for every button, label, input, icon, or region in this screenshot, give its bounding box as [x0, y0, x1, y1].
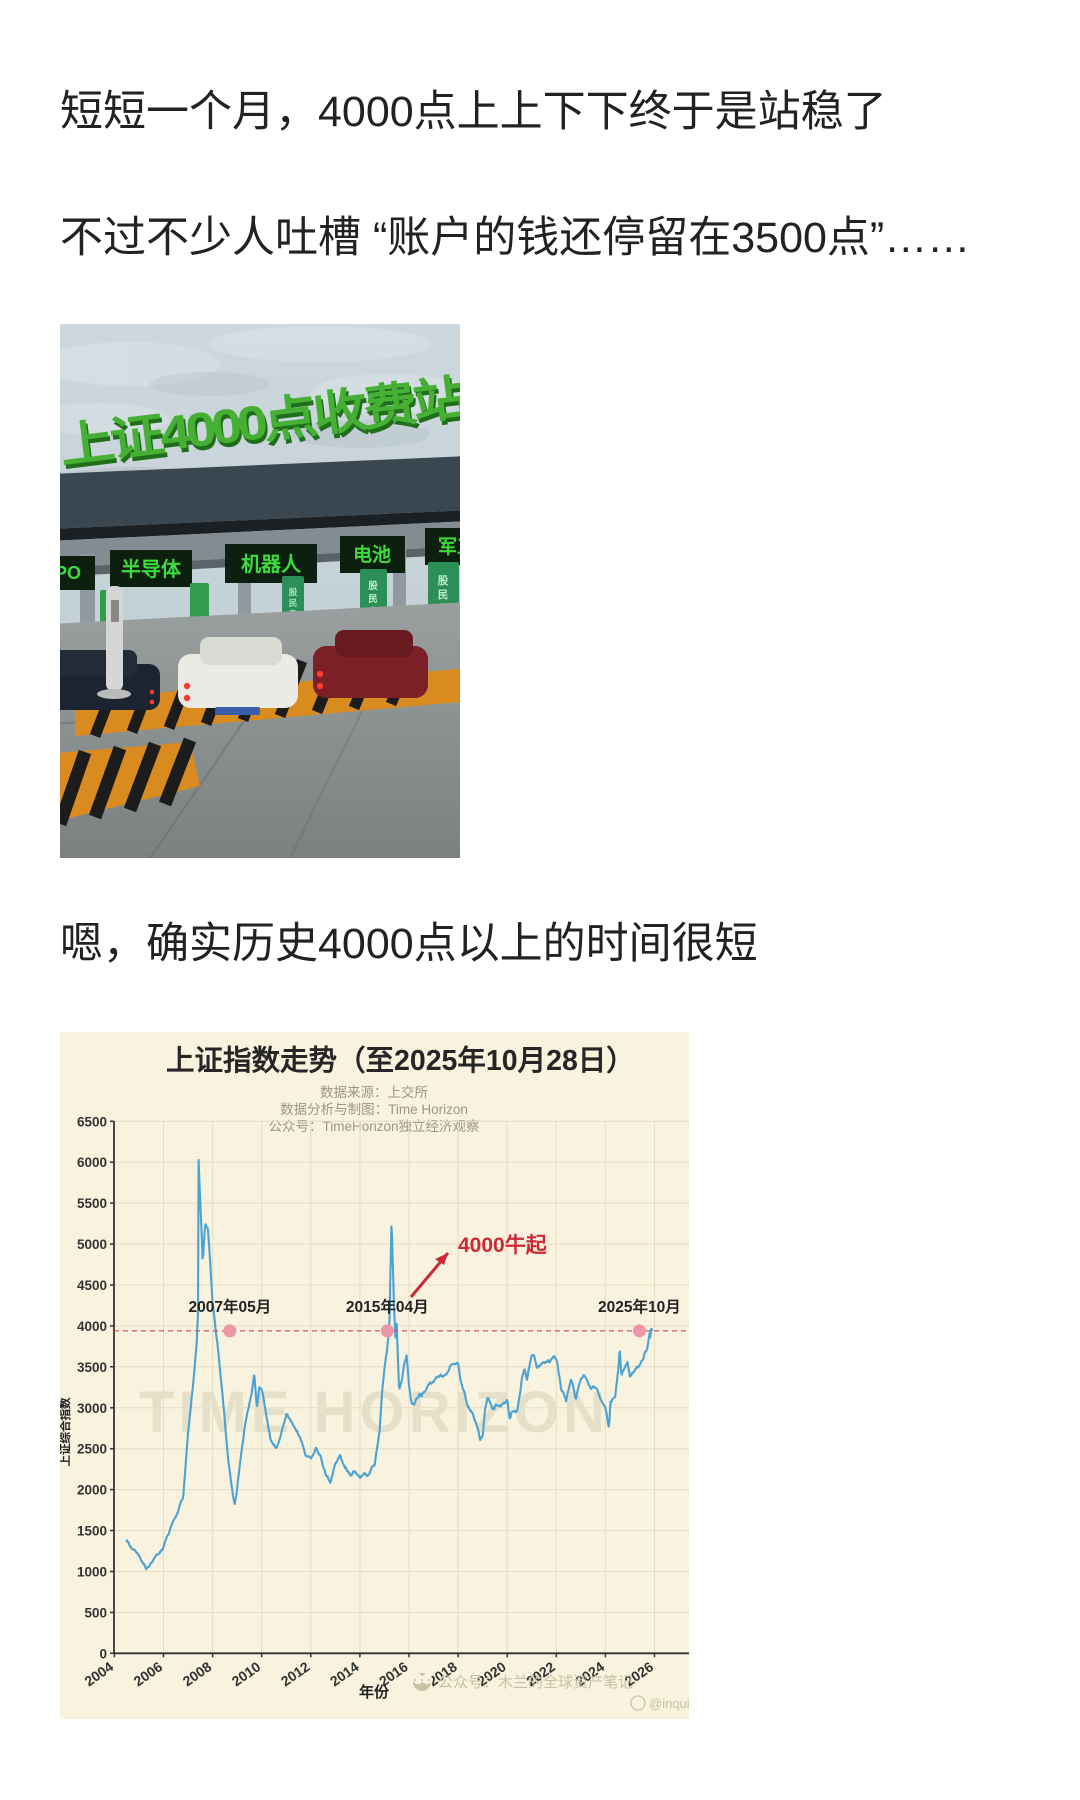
svg-text:@inquinex: @inquinex	[649, 1696, 689, 1711]
svg-text:5000: 5000	[77, 1237, 107, 1252]
svg-text:年份: 年份	[359, 1683, 390, 1701]
svg-text:6500: 6500	[77, 1114, 107, 1129]
svg-text:股: 股	[438, 575, 449, 587]
svg-text:机器人: 机器人	[241, 552, 302, 576]
svg-text:电池: 电池	[353, 543, 391, 566]
svg-text:数据来源：上交所: 数据来源：上交所	[320, 1084, 428, 1100]
svg-text:数据分析与制图：Time Horizon: 数据分析与制图：Time Horizon	[280, 1102, 468, 1117]
svg-text:TIME HORIZON: TIME HORIZON	[139, 1380, 609, 1445]
svg-text:军工: 军工	[438, 536, 460, 558]
svg-text:民: 民	[368, 594, 378, 605]
svg-text:4000牛起: 4000牛起	[458, 1233, 548, 1257]
svg-text:PO: PO	[60, 563, 81, 583]
svg-text:半导体: 半导体	[121, 557, 182, 581]
svg-text:2000: 2000	[77, 1483, 107, 1498]
svg-text:公众号：木兰的全球资产笔记: 公众号：木兰的全球资产笔记	[438, 1673, 633, 1691]
svg-text:股: 股	[368, 581, 378, 592]
svg-text:民: 民	[289, 598, 298, 608]
svg-text:2025年10月: 2025年10月	[598, 1297, 681, 1316]
svg-text:6000: 6000	[77, 1155, 107, 1170]
svg-text:4500: 4500	[77, 1278, 107, 1293]
svg-text:5500: 5500	[77, 1196, 107, 1211]
svg-text:上证指数走势（至2025年10月28日）: 上证指数走势（至2025年10月28日）	[166, 1044, 635, 1077]
svg-text:民: 民	[438, 589, 449, 601]
svg-text:2015年04月: 2015年04月	[346, 1297, 429, 1316]
svg-text:3500: 3500	[77, 1360, 107, 1375]
svg-text:2500: 2500	[77, 1442, 107, 1457]
svg-text:公众号：TimeHorizon独立经济观察: 公众号：TimeHorizon独立经济观察	[268, 1118, 480, 1134]
svg-text:4000: 4000	[77, 1319, 107, 1334]
svg-text:上证综合指数: 上证综合指数	[60, 1397, 72, 1466]
svg-text:股: 股	[289, 587, 298, 597]
svg-text:2007年05月: 2007年05月	[189, 1297, 272, 1316]
svg-text:500: 500	[84, 1605, 107, 1620]
svg-text:1500: 1500	[77, 1524, 107, 1539]
svg-text:3000: 3000	[77, 1401, 107, 1416]
svg-text:1000: 1000	[77, 1565, 107, 1580]
